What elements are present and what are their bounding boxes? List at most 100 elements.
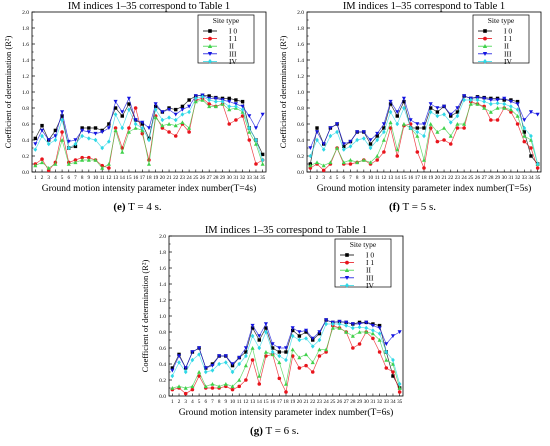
y-axis-label: Coefficient of determination (R²) [140,260,150,373]
x-tick-label: 7 [211,399,214,405]
x-tick-label: 33 [522,175,528,181]
data-point [355,130,360,135]
data-point [176,354,182,359]
data-point [368,145,373,151]
data-point [364,320,369,325]
data-point [422,126,426,130]
legend-label: I 0 [229,27,237,36]
data-point [46,165,51,170]
y-axis-label: Coefficient of determination (R²) [3,36,13,149]
x-tick-label: 31 [508,175,514,181]
series-line [35,94,263,145]
data-point [207,102,211,106]
data-point [86,157,91,162]
data-point [257,338,261,342]
data-point [183,369,188,375]
legend-marker [208,36,212,41]
data-point [428,109,433,115]
data-point [515,113,520,118]
data-point [495,105,500,110]
data-point [233,102,238,107]
y-tick-label: 1.6 [159,266,166,272]
data-point [217,354,222,359]
data-point [80,157,85,162]
data-point [173,123,178,128]
data-point [428,106,433,110]
data-point [257,382,262,386]
data-point [260,112,265,117]
x-tick-label: 32 [240,175,246,181]
x-tick-label: 4 [54,175,57,181]
data-point [371,336,375,341]
data-point [348,139,353,144]
x-tick-label: 1 [309,175,312,181]
data-point [462,126,466,130]
data-point [401,121,406,126]
x-tick-label: 18 [421,175,427,181]
data-point [213,104,218,109]
data-point [183,391,188,396]
series-5 [308,97,540,167]
data-point [253,141,259,146]
data-point [197,369,202,374]
data-point [240,107,245,112]
data-point [361,130,366,135]
data-point [397,390,402,394]
data-point [207,97,212,103]
x-tick-label: 21 [166,175,172,181]
data-point [428,121,433,126]
x-axis-label: Ground motion intensity parameter index … [42,183,257,194]
data-point [53,161,58,166]
data-point [153,104,158,109]
data-point [328,160,333,165]
x-tick-label: 10 [368,175,374,181]
data-point [153,102,158,107]
data-point [290,326,295,331]
data-point [397,381,402,387]
data-point [522,118,527,123]
data-point [86,136,91,141]
data-point [308,153,313,159]
y-tick-label: 2.0 [22,10,29,16]
x-tick-label: 5 [198,399,201,405]
data-point [364,329,369,334]
legend-box [197,14,255,64]
y-tick-label: 0.8 [297,106,304,112]
data-point [375,158,379,162]
x-tick-label: 34 [253,175,259,181]
data-point [244,350,248,354]
data-point [290,328,295,333]
data-point [113,99,118,104]
data-point [187,130,191,134]
legend-label: I 1 [504,34,512,43]
data-point [73,144,78,149]
x-tick-label: 20 [297,399,303,405]
x-tick-label: 28 [488,175,494,181]
data-point [315,137,319,143]
y-tick-label: 0.4 [297,138,304,144]
data-point [160,117,165,123]
data-point [106,126,111,131]
data-point [304,328,309,333]
data-point [40,123,44,128]
series-3 [170,325,402,390]
data-point [468,97,473,103]
data-point [388,109,393,115]
x-tick-label: 23 [317,399,323,405]
data-point [100,165,105,170]
data-point [482,105,487,110]
data-point [350,325,355,331]
data-point [375,153,380,158]
data-point [60,110,65,115]
data-point [408,125,413,131]
series-5 [33,94,265,163]
data-point [482,96,487,101]
data-point [277,360,282,365]
y-tick-label: 1.6 [297,42,304,48]
data-point [455,126,460,130]
data-point [384,342,389,347]
series-4 [308,94,540,151]
data-point [344,320,349,325]
x-tick-label: 33 [247,175,253,181]
